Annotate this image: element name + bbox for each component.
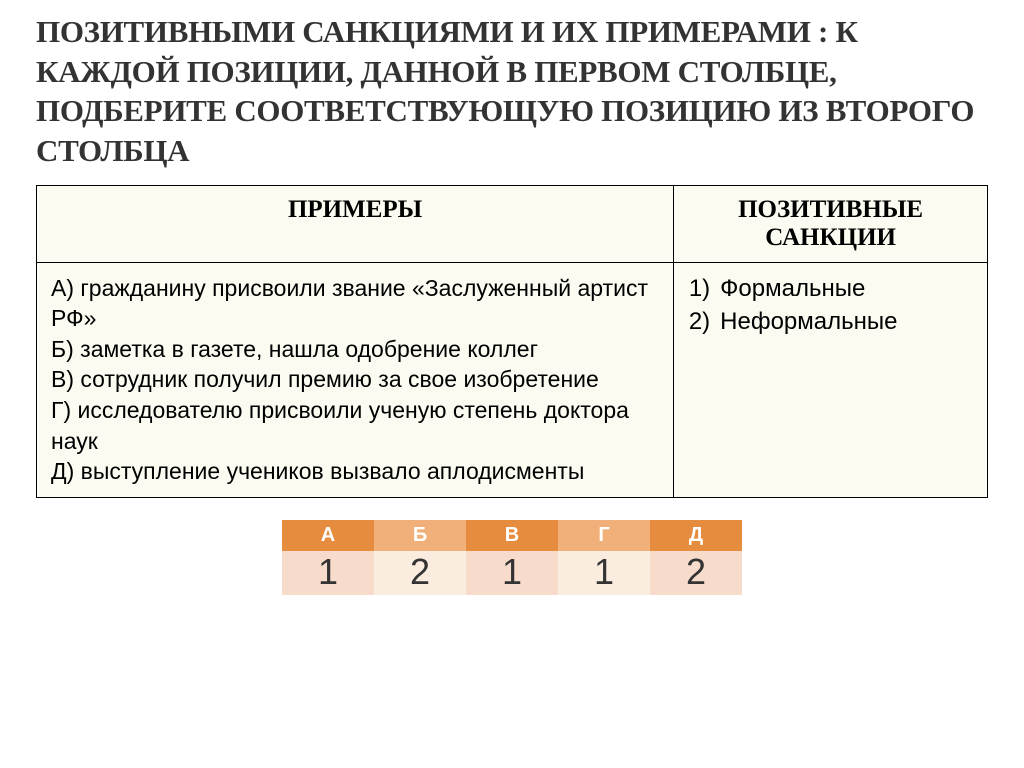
example-b: Б) заметка в газете, нашла одобрение кол… bbox=[51, 334, 659, 365]
sanction-1: 1) Формальные bbox=[688, 273, 973, 305]
sanction-1-label: Формальные bbox=[720, 273, 865, 305]
sanctions-cell: 1) Формальные 2) Неформальные bbox=[674, 262, 988, 497]
answer-val-e: 2 bbox=[650, 551, 742, 595]
answer-val-d: 1 bbox=[558, 551, 650, 595]
answer-hdr-b: Б bbox=[374, 520, 466, 551]
example-c: В) сотрудник получил премию за свое изоб… bbox=[51, 364, 659, 395]
example-a: А) гражданину присвоили звание «Заслужен… bbox=[51, 273, 659, 334]
slide-title: ПОЗИТИВНЫМИ САНКЦИЯМИ И ИХ ПРИМЕРАМИ : К… bbox=[36, 12, 988, 171]
answer-hdr-e: Д bbox=[650, 520, 742, 551]
sanction-2: 2) Неформальные bbox=[688, 306, 973, 338]
answer-hdr-d: Г bbox=[558, 520, 650, 551]
answer-value-row: 1 2 1 1 2 bbox=[282, 551, 742, 595]
slide: ПОЗИТИВНЫМИ САНКЦИЯМИ И ИХ ПРИМЕРАМИ : К… bbox=[0, 0, 1024, 768]
example-d: Г) исследователю присвоили ученую степен… bbox=[51, 395, 659, 456]
matching-table: ПРИМЕРЫ ПОЗИТИВНЫЕ САНКЦИИ А) гражданину… bbox=[36, 185, 988, 498]
example-e: Д) выступление учеников вызвало аплодисм… bbox=[51, 456, 659, 487]
answer-wrap: А Б В Г Д 1 2 1 1 2 bbox=[36, 520, 988, 595]
answer-hdr-a: А bbox=[282, 520, 374, 551]
answer-hdr-c: В bbox=[466, 520, 558, 551]
sanction-2-label: Неформальные bbox=[720, 306, 897, 338]
answer-val-b: 2 bbox=[374, 551, 466, 595]
header-sanctions: ПОЗИТИВНЫЕ САНКЦИИ bbox=[674, 185, 988, 262]
sanction-1-num: 1) bbox=[688, 273, 720, 305]
header-examples: ПРИМЕРЫ bbox=[37, 185, 674, 262]
answer-val-c: 1 bbox=[466, 551, 558, 595]
answer-header-row: А Б В Г Д bbox=[282, 520, 742, 551]
answer-val-a: 1 bbox=[282, 551, 374, 595]
sanctions-list: 1) Формальные 2) Неформальные bbox=[688, 273, 973, 338]
answer-table: А Б В Г Д 1 2 1 1 2 bbox=[282, 520, 742, 595]
examples-list: А) гражданину присвоили звание «Заслужен… bbox=[51, 273, 659, 487]
examples-cell: А) гражданину присвоили звание «Заслужен… bbox=[37, 262, 674, 497]
sanction-2-num: 2) bbox=[688, 306, 720, 338]
